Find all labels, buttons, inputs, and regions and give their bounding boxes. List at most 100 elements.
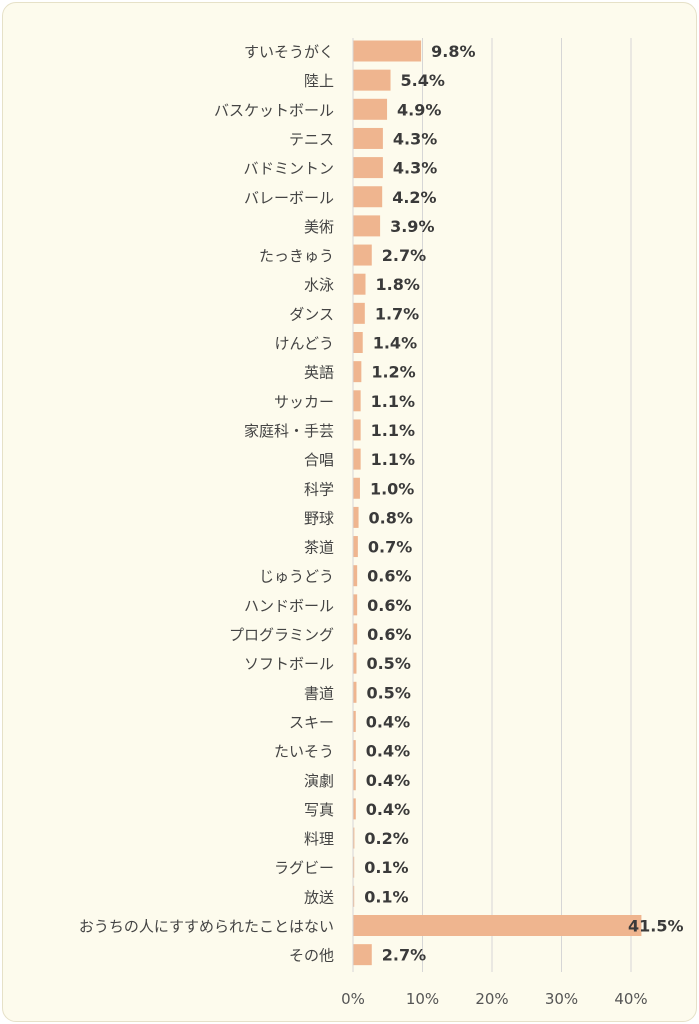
category-label: その他 [289, 947, 334, 965]
bar [353, 740, 356, 762]
category-label: バスケットボール [214, 101, 334, 119]
category-label: 演劇 [304, 772, 334, 790]
category-label: 陸上 [304, 72, 334, 90]
category-label: ラグビー [274, 859, 334, 877]
bar [353, 915, 642, 936]
data-label: 0.6% [367, 567, 411, 586]
bar [353, 157, 383, 179]
data-label: 1.7% [375, 304, 419, 323]
data-label: 0.4% [366, 771, 410, 790]
category-label: 写真 [304, 801, 334, 819]
bar [353, 506, 359, 528]
data-label: 3.9% [390, 217, 434, 236]
data-label: 0.6% [367, 596, 411, 615]
data-label: 0.5% [366, 654, 410, 673]
data-label: 0.8% [369, 508, 413, 527]
data-label: 0.4% [366, 712, 410, 731]
bar [353, 856, 355, 878]
bar [353, 769, 356, 791]
data-label: 4.9% [397, 100, 441, 119]
category-label: 美術 [304, 218, 334, 236]
category-label: 書道 [304, 684, 334, 702]
bar [353, 98, 388, 120]
bar [353, 332, 363, 353]
data-label: 0.1% [364, 887, 408, 906]
bar [353, 244, 372, 266]
category-label: 合唱 [304, 451, 334, 469]
category-label: ソフトボール [244, 655, 334, 673]
category-label: ダンス [289, 305, 334, 323]
data-label: 41.5% [628, 917, 684, 936]
data-label: 0.7% [368, 538, 412, 557]
category-label: 料理 [304, 830, 334, 848]
data-label: 2.7% [382, 246, 426, 265]
data-label: 4.3% [393, 159, 437, 178]
labels: 0% 10% 20% 30% 40% すいそうがく 9.8% 陸上 5.4% バスケットボール 4.… [79, 42, 684, 1008]
bar [353, 69, 391, 91]
data-label: 1.4% [373, 334, 417, 353]
data-label: 1.0% [370, 479, 414, 498]
category-label: バレーボール [244, 189, 334, 207]
bar [353, 565, 358, 587]
category-label: 茶道 [304, 539, 334, 557]
category-label: 科学 [304, 480, 334, 498]
category-label: テニス [289, 130, 334, 148]
bar [353, 944, 372, 966]
x-tick-label: 40% [614, 990, 647, 1008]
data-label: 1.1% [371, 421, 415, 440]
bar [353, 623, 358, 645]
category-label: 家庭科・手芸 [244, 422, 334, 440]
category-label: すいそうがく [244, 43, 334, 61]
category-label: プログラミング [229, 626, 334, 644]
bar [353, 273, 366, 295]
bar [353, 127, 383, 149]
data-label: 1.1% [371, 450, 415, 469]
x-tick-label: 10% [406, 990, 439, 1008]
data-label: 9.8% [431, 42, 475, 61]
data-label: 0.1% [364, 858, 408, 877]
category-label: 放送 [304, 888, 334, 906]
category-label: ハンドボール [244, 597, 334, 615]
data-label: 4.2% [392, 188, 436, 207]
bar [353, 448, 361, 470]
category-label: バドミントン [244, 160, 334, 178]
data-label: 0.5% [366, 683, 410, 702]
category-label: 水泳 [304, 276, 334, 294]
bar [353, 361, 362, 383]
data-label: 1.8% [376, 275, 420, 294]
data-label: 1.2% [371, 363, 415, 382]
bar [353, 681, 357, 703]
category-label: じゅうどう [259, 568, 334, 586]
bars [353, 40, 642, 966]
bar [353, 186, 383, 208]
category-label: 野球 [304, 509, 334, 527]
x-tick-label: 0% [341, 990, 365, 1008]
category-label: おうちの人にすすめられたことはない [79, 918, 334, 936]
bar [353, 390, 361, 412]
bar [353, 40, 422, 62]
bar [353, 419, 361, 441]
data-label: 4.3% [393, 129, 437, 148]
x-tick-label: 30% [545, 990, 578, 1008]
bar [353, 594, 358, 616]
bar [353, 477, 360, 499]
category-label: たいそう [274, 743, 334, 761]
category-label: 英語 [304, 364, 334, 382]
bar [353, 798, 356, 820]
bar [353, 652, 357, 674]
bar [353, 710, 356, 732]
bar [353, 302, 365, 324]
data-label: 5.4% [401, 71, 445, 90]
category-label: けんどう [274, 335, 334, 353]
data-label: 0.4% [366, 742, 410, 761]
data-label: 0.6% [367, 625, 411, 644]
data-label: 2.7% [382, 946, 426, 965]
bar [353, 215, 381, 237]
category-label: スキー [289, 713, 334, 731]
grid-lines [422, 38, 632, 972]
data-label: 1.1% [371, 392, 415, 411]
x-tick-label: 20% [475, 990, 508, 1008]
data-label: 0.4% [366, 800, 410, 819]
category-label: サッカー [274, 393, 334, 411]
